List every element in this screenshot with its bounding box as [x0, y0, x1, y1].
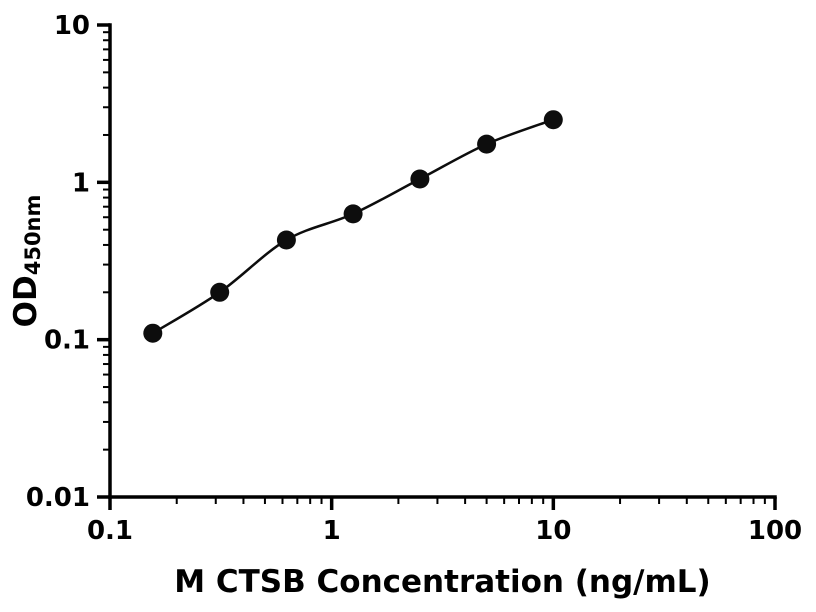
x-tick-label: 0.1 — [87, 516, 133, 546]
x-tick-label: 10 — [535, 516, 571, 546]
data-point-marker — [543, 110, 563, 130]
data-point-marker — [276, 230, 296, 250]
data-point-marker — [210, 282, 230, 302]
data-point-marker — [477, 134, 497, 154]
x-axis-title: M CTSB Concentration (ng/mL) — [174, 564, 710, 600]
x-tick-label: 100 — [748, 516, 802, 546]
y-axis-title: OD450nm — [8, 195, 45, 328]
data-point-marker — [343, 204, 363, 224]
y-tick-label: 0.1 — [44, 326, 90, 356]
y-tick-label: 0.01 — [26, 483, 90, 513]
data-point-marker — [410, 169, 430, 189]
x-tick-label: 1 — [323, 516, 341, 546]
data-point-marker — [143, 323, 163, 343]
y-tick-label: 10 — [54, 11, 90, 41]
y-tick-label: 1 — [72, 168, 90, 198]
